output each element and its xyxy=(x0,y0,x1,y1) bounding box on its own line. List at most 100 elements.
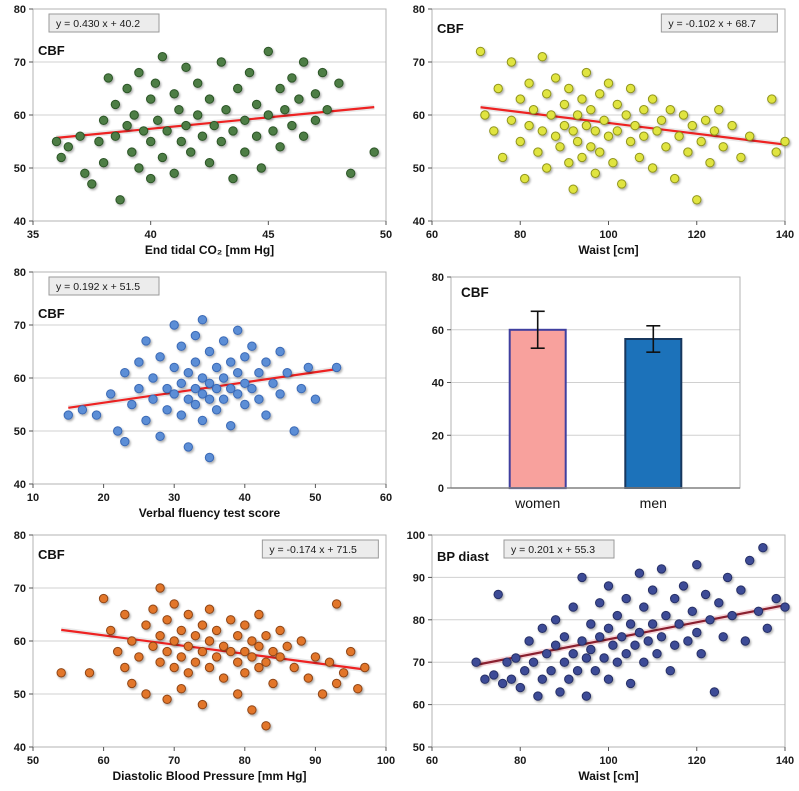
scatter-point xyxy=(146,136,156,147)
scatter-point xyxy=(625,619,636,629)
error-bar xyxy=(530,310,545,350)
scatter-point xyxy=(338,668,349,678)
scatter-point xyxy=(581,691,592,701)
scatter-point xyxy=(550,615,561,625)
scatter-point xyxy=(537,623,548,634)
scatter-point xyxy=(197,699,208,710)
x-tick-label: 70 xyxy=(168,755,180,767)
scatter-point xyxy=(317,67,328,78)
scatter-point xyxy=(639,131,649,141)
scatter-point xyxy=(240,147,250,157)
scatter-point xyxy=(56,152,66,163)
scatter-point xyxy=(87,179,97,189)
scatter-point xyxy=(480,110,490,120)
panel-cbf-vs-waist: 40 50 60 70 80 60 80 100 120 140 y = -0.102 x + 68… xyxy=(399,0,798,263)
scatter-point xyxy=(577,636,587,646)
scatter-point xyxy=(103,73,114,83)
scatter-point xyxy=(289,426,299,436)
scatter-point xyxy=(146,173,156,184)
scatter-point xyxy=(289,662,299,673)
scatter-point xyxy=(714,105,724,115)
scatter-point xyxy=(261,631,271,641)
y-tick-label: 70 xyxy=(413,57,425,69)
y-tick-label: 60 xyxy=(432,325,444,337)
scatter-point xyxy=(148,641,158,652)
scatter-point xyxy=(216,136,227,147)
scatter-point xyxy=(577,152,587,163)
x-tick-label: 90 xyxy=(309,755,321,767)
panel-cbf-vs-end-tidal-co2: 40 50 60 70 80 35 40 45 50 y = 0.430 x + 40.2 CBF E… xyxy=(0,0,399,263)
scatter-point xyxy=(497,678,508,689)
scatter-point xyxy=(134,163,144,173)
scatter-point xyxy=(586,644,596,655)
scatter-point xyxy=(705,615,715,625)
scatter-point xyxy=(630,640,640,650)
scatter-point xyxy=(524,636,534,646)
scatter-point xyxy=(162,126,172,136)
scatter-point xyxy=(310,115,321,126)
scatter-point xyxy=(134,67,144,78)
scatter-point xyxy=(233,83,243,94)
scatter-point xyxy=(162,615,172,625)
scatter-point xyxy=(771,593,781,604)
scatter-point xyxy=(475,46,486,57)
scatter-point xyxy=(603,78,614,88)
scatter-point xyxy=(767,94,777,104)
x-tick-label: 60 xyxy=(426,229,438,241)
scatter-point xyxy=(586,105,596,115)
scatter-point xyxy=(98,115,109,126)
scatter-point xyxy=(247,636,257,646)
scatter-point xyxy=(296,636,306,646)
scatter-point xyxy=(268,378,278,389)
scatter-point xyxy=(183,442,194,452)
scatter-point xyxy=(559,632,570,642)
scatter-point xyxy=(162,383,172,394)
scatter-point xyxy=(670,640,680,650)
scatter-point xyxy=(546,110,556,120)
scatter-point xyxy=(204,158,215,168)
scatter-point xyxy=(692,560,702,570)
scatter-point xyxy=(296,383,306,394)
x-axis-label: Waist [cm] xyxy=(578,243,638,257)
scatter-point xyxy=(148,373,158,383)
scatter-point xyxy=(254,641,264,652)
scatter-point xyxy=(183,641,194,652)
scatter-point xyxy=(670,173,680,184)
scatter-point xyxy=(197,131,208,141)
scatter-point xyxy=(511,653,521,663)
scatter-point xyxy=(634,627,645,638)
scatter-point xyxy=(590,126,601,136)
scatter-point xyxy=(211,383,222,394)
scatter-point xyxy=(141,336,151,346)
x-tick-label: 60 xyxy=(380,492,392,504)
scatter-point xyxy=(736,152,746,163)
scatter-point xyxy=(346,646,356,657)
scatter-point xyxy=(150,78,161,88)
scatter-point xyxy=(197,389,208,399)
scatter-point xyxy=(528,105,539,115)
scatter-point xyxy=(353,684,363,694)
scatter-point xyxy=(181,62,191,73)
scatter-point xyxy=(141,415,151,426)
scatter-point xyxy=(120,662,130,673)
scatter-point xyxy=(169,636,179,646)
scatter-point xyxy=(603,623,614,634)
scatter-point xyxy=(204,378,215,389)
scatter-point xyxy=(233,631,243,641)
scatter-point xyxy=(317,689,328,699)
scatter-point xyxy=(542,163,552,173)
scatter-point xyxy=(148,394,158,404)
scatter-point xyxy=(310,394,321,404)
x-tick-label: 40 xyxy=(239,492,251,504)
scatter-point xyxy=(506,674,517,684)
scatter-point xyxy=(661,142,671,152)
data-points xyxy=(56,583,370,731)
panel-cbf-vs-diastolic-bp: 40 50 60 70 80 50 60 70 80 90 100 y = -0.174 x + 71… xyxy=(0,526,399,789)
y-axis-label: CBF xyxy=(38,306,65,321)
svg-text:y = 0.192 x + 51.5: y = 0.192 x + 51.5 xyxy=(56,281,140,293)
scatter-point xyxy=(696,136,706,147)
scatter-point xyxy=(572,666,583,676)
scatter-point xyxy=(524,120,534,131)
scatter-point xyxy=(275,652,285,662)
